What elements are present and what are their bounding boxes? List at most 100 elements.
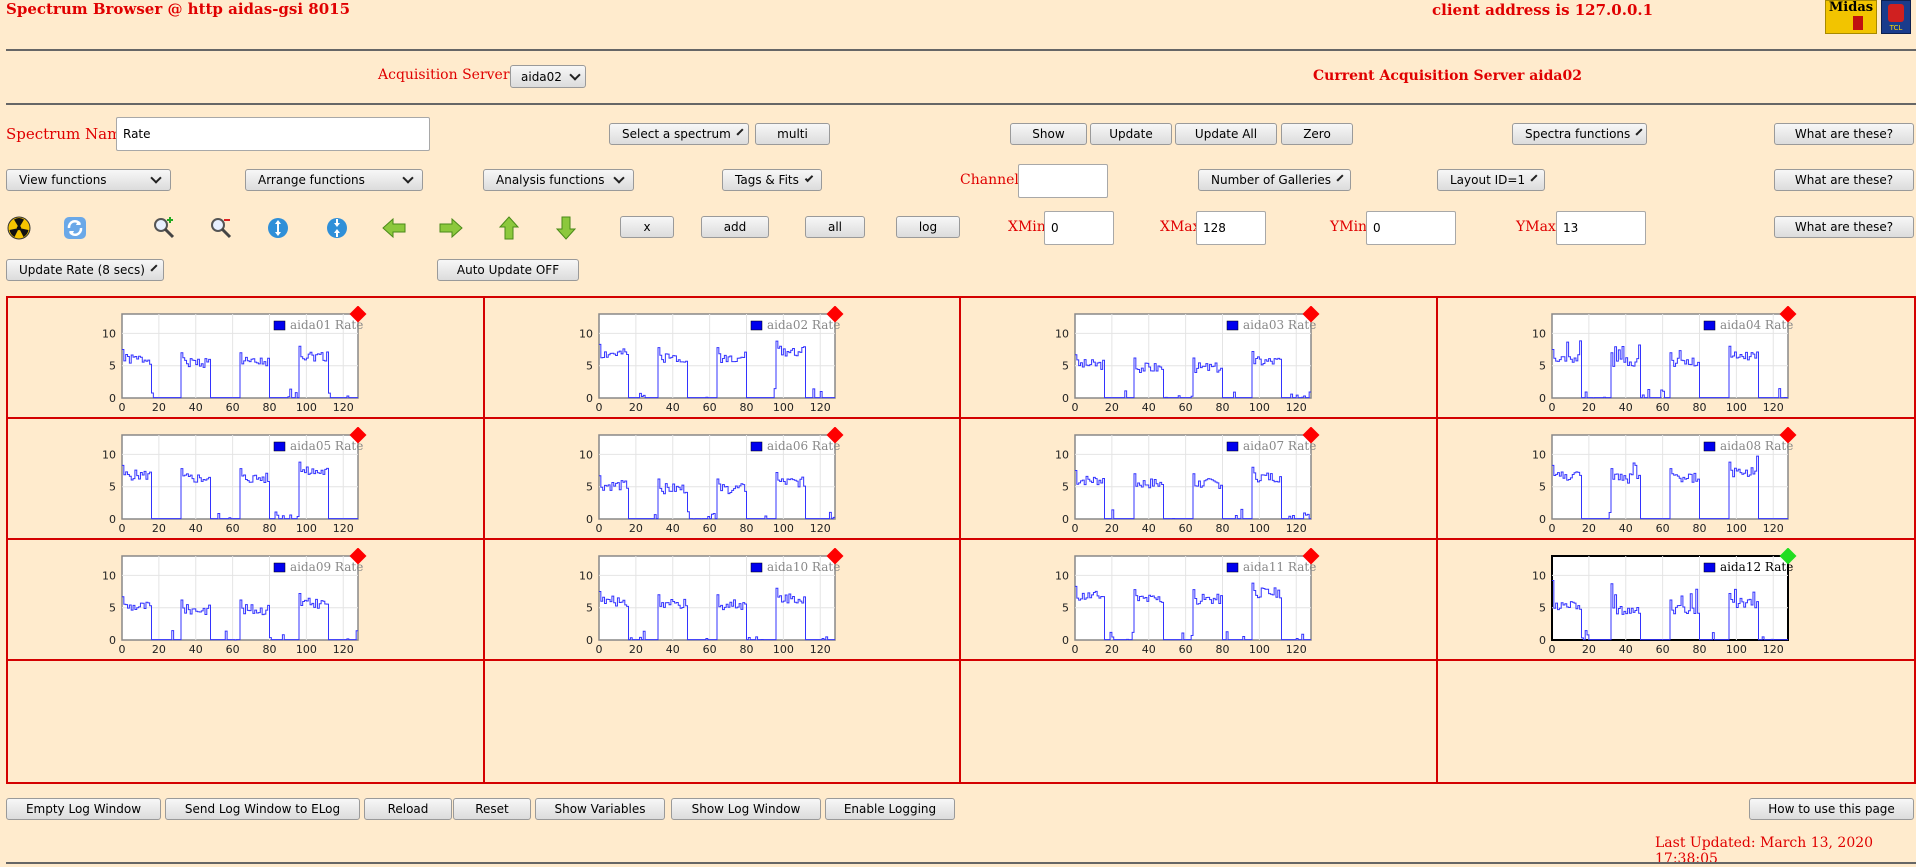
ymax-input[interactable]: 13 [1556,211,1646,245]
spectrum-trace [598,340,835,399]
xmin-input[interactable]: 0 [1044,211,1114,245]
gallery-cell[interactable]: 0 20 40 60 80 100 120 0 5 10 aida10 Rate [484,540,961,661]
gallery-cell[interactable] [961,661,1438,782]
spectrum-plot[interactable]: 0 20 40 60 80 100 120 0 5 10 aida05 Rate [86,427,376,539]
spectrum-plot[interactable]: 0 20 40 60 80 100 120 0 5 10 aida01 Rate [86,306,376,418]
spectrum-plot[interactable]: 0 20 40 60 80 100 120 0 5 10 aida07 Rate [1039,427,1329,539]
radiation-icon[interactable] [6,215,32,241]
compress-vertical-icon[interactable] [324,215,350,241]
enable-logging-button[interactable]: Enable Logging [825,798,955,820]
gallery-cell[interactable]: 0 20 40 60 80 100 120 0 5 10 aida02 Rate [484,298,961,419]
y-tick-label: 0 [1539,634,1546,647]
reset-button[interactable]: Reset [453,798,531,820]
view-functions-dropdown[interactable]: View functions [6,169,171,191]
gallery-cell[interactable] [1438,661,1915,782]
y-tick-label: 0 [1062,513,1069,526]
x-tick-label: 40 [189,522,203,535]
x-tick-label: 80 [1216,643,1230,656]
spectrum-plot[interactable]: 0 20 40 60 80 100 120 0 5 10 aida08 Rate [1516,427,1806,539]
ymin-input[interactable]: 0 [1366,211,1456,245]
expand-vertical-icon[interactable] [265,215,291,241]
arrow-up-icon[interactable] [496,215,522,241]
gallery-cell[interactable]: 0 20 40 60 80 100 120 0 5 10 aida05 Rate [8,419,485,540]
status-indicator [826,548,843,565]
y-tick-label: 10 [102,448,116,461]
spectrum-plot[interactable]: 0 20 40 60 80 100 120 0 5 10 aida04 Rate [1516,306,1806,418]
x-tick-label: 40 [1142,401,1156,414]
gallery-cell[interactable]: 0 20 40 60 80 100 120 0 5 10 aida12 Rate [1437,540,1914,661]
spectrum-plot[interactable]: 0 20 40 60 80 100 120 0 5 10 aida12 Rate [1516,548,1806,660]
analysis-functions-dropdown[interactable]: Analysis functions [483,169,634,191]
refresh-icon[interactable] [62,215,88,241]
gallery-cell[interactable]: 0 20 40 60 80 100 120 0 5 10 aida08 Rate [1437,419,1914,540]
update-rate-dropdown[interactable]: Update Rate (8 secs) [6,259,164,281]
arrow-right-icon[interactable] [438,215,464,241]
x-tick-label: 100 [1249,643,1270,656]
reload-button[interactable]: Reload [364,798,452,820]
spectra-functions-dropdown[interactable]: Spectra functions [1512,123,1647,145]
log-button[interactable]: log [896,216,960,238]
x-tick-label: 60 [1655,522,1669,535]
send-log-elog-button[interactable]: Send Log Window to ELog [165,798,360,820]
add-button[interactable]: add [701,216,769,238]
auto-update-button[interactable]: Auto Update OFF [437,259,579,281]
tags-fits-dropdown[interactable]: Tags & Fits [722,169,822,191]
all-button[interactable]: all [805,216,865,238]
channel-input[interactable] [1018,164,1108,198]
xmax-input[interactable]: 128 [1196,211,1266,245]
x-tick-label: 80 [1692,522,1706,535]
x-tick-label: 20 [152,522,166,535]
spectrum-plot[interactable]: 0 20 40 60 80 100 120 0 5 10 aida03 Rate [1039,306,1329,418]
update-all-button[interactable]: Update All [1175,123,1277,145]
multi-button[interactable]: multi [755,123,830,145]
gallery-cell[interactable]: 0 20 40 60 80 100 120 0 5 10 aida11 Rate [961,540,1438,661]
what-are-these-button-3[interactable]: What are these? [1774,216,1914,238]
spectrum-trace [1551,580,1788,641]
spectrum-trace [1551,340,1788,399]
spectrum-plot[interactable]: 0 20 40 60 80 100 120 0 5 10 aida11 Rate [1039,548,1329,660]
gallery-cell[interactable]: 0 20 40 60 80 100 120 0 5 10 aida07 Rate [961,419,1438,540]
x-tick-label: 0 [1072,522,1079,535]
gallery-cell[interactable] [485,661,961,782]
gallery-cell[interactable]: 0 20 40 60 80 100 120 0 5 10 aida01 Rate [8,298,485,419]
arrange-functions-dropdown[interactable]: Arrange functions [245,169,423,191]
gallery-cell[interactable] [8,661,485,782]
what-are-these-button-1[interactable]: What are these? [1774,123,1914,145]
acquisition-server-select[interactable]: aida02 [510,65,586,88]
spectrum-name-input[interactable]: Rate [116,117,430,151]
spectrum-trace [1075,582,1311,641]
layout-dropdown[interactable]: Layout ID=1 [1437,169,1545,191]
gallery-cell[interactable]: 0 20 40 60 80 100 120 0 5 10 aida03 Rate [961,298,1438,419]
x-tick-label: 120 [1762,522,1783,535]
spectrum-plot[interactable]: 0 20 40 60 80 100 120 0 5 10 aida09 Rate [86,548,376,660]
zoom-out-icon[interactable] [208,215,234,241]
show-variables-button[interactable]: Show Variables [535,798,665,820]
y-tick-label: 5 [1539,481,1546,494]
spectrum-name-label: Spectrum Name: [6,125,136,143]
empty-log-button[interactable]: Empty Log Window [6,798,161,820]
zoom-in-icon[interactable] [151,215,177,241]
gallery-cell[interactable]: 0 20 40 60 80 100 120 0 5 10 aida06 Rate [484,419,961,540]
gallery-cell[interactable]: 0 20 40 60 80 100 120 0 5 10 aida09 Rate [8,540,485,661]
x-button[interactable]: x [620,216,674,238]
spectrum-plot[interactable]: 0 20 40 60 80 100 120 0 5 10 aida06 Rate [563,427,853,539]
divider [6,862,1916,864]
x-tick-label: 40 [1618,401,1632,414]
x-tick-label: 60 [702,522,716,535]
x-tick-label: 0 [1548,522,1555,535]
zero-button[interactable]: Zero [1281,123,1353,145]
show-log-window-button[interactable]: Show Log Window [671,798,821,820]
spectrum-plot[interactable]: 0 20 40 60 80 100 120 0 5 10 aida02 Rate [563,306,853,418]
y-tick-label: 0 [1539,513,1546,526]
how-to-use-button[interactable]: How to use this page [1749,798,1914,820]
what-are-these-button-2[interactable]: What are these? [1774,169,1914,191]
x-tick-label: 40 [665,522,679,535]
gallery-cell[interactable]: 0 20 40 60 80 100 120 0 5 10 aida04 Rate [1437,298,1914,419]
arrow-left-icon[interactable] [381,215,407,241]
show-button[interactable]: Show [1010,123,1087,145]
arrow-down-icon[interactable] [553,215,579,241]
update-button[interactable]: Update [1090,123,1172,145]
select-spectrum-dropdown[interactable]: Select a spectrum [609,123,749,145]
spectrum-plot[interactable]: 0 20 40 60 80 100 120 0 5 10 aida10 Rate [563,548,853,660]
number-of-galleries-dropdown[interactable]: Number of Galleries [1198,169,1351,191]
